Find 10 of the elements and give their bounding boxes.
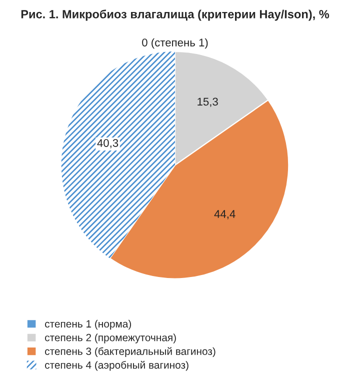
legend-label: степень 1 (норма) xyxy=(45,320,132,330)
data-label: 40,3 xyxy=(97,139,118,148)
legend-label: степень 4 (аэробный вагиноз) xyxy=(45,360,188,371)
legend-label: степень 3 (бактериальный вагиноз) xyxy=(45,347,216,358)
text: 0 (степень 1) xyxy=(142,38,208,49)
pie-slice xyxy=(61,51,175,258)
legend-label: степень 2 (промежуточная) xyxy=(45,334,176,344)
chart-title: Рис. 1. Микробиоз влагалища (критерии Hay/Ison), % xyxy=(21,10,330,21)
data-label: 44,4 xyxy=(214,210,236,220)
data-label: 15,3 xyxy=(198,98,218,107)
